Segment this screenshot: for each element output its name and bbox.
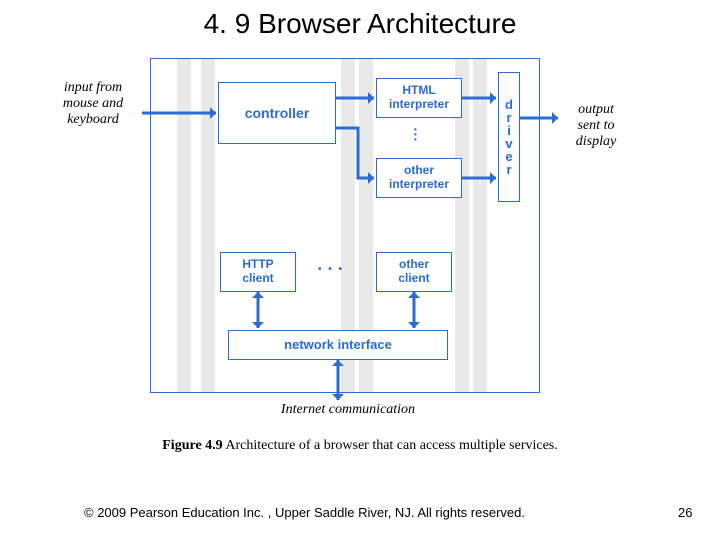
ellipsis-dots: ••• — [414, 128, 419, 142]
box-http-client: HTTPclient — [220, 252, 296, 292]
box-controller: controller — [218, 82, 336, 144]
label-input: input frommouse andkeyboard — [44, 80, 142, 128]
ellipsis-dots: • • • — [318, 264, 344, 275]
page-number: 26 — [678, 505, 692, 520]
page-title: 4. 9 Browser Architecture — [0, 0, 720, 40]
box-html-interpreter: HTMLinterpreter — [376, 78, 462, 118]
caption-bold: Figure 4.9 — [162, 438, 222, 453]
copyright-footer: © 2009 Pearson Education Inc. , Upper Sa… — [84, 505, 525, 520]
figure-caption: Figure 4.9 Architecture of a browser tha… — [0, 438, 720, 454]
background-band — [473, 59, 487, 392]
caption-rest: Architecture of a browser that can acces… — [223, 438, 558, 453]
box-network-interface: network interface — [228, 330, 448, 360]
box-other-client: otherclient — [376, 252, 452, 292]
background-band — [201, 59, 215, 392]
background-band — [177, 59, 191, 392]
box-other-interpreter: otherinterpreter — [376, 158, 462, 198]
box-driver: driver — [498, 72, 520, 202]
label-output: outputsent todisplay — [556, 102, 636, 150]
label-internet: Internet communication — [258, 402, 438, 418]
